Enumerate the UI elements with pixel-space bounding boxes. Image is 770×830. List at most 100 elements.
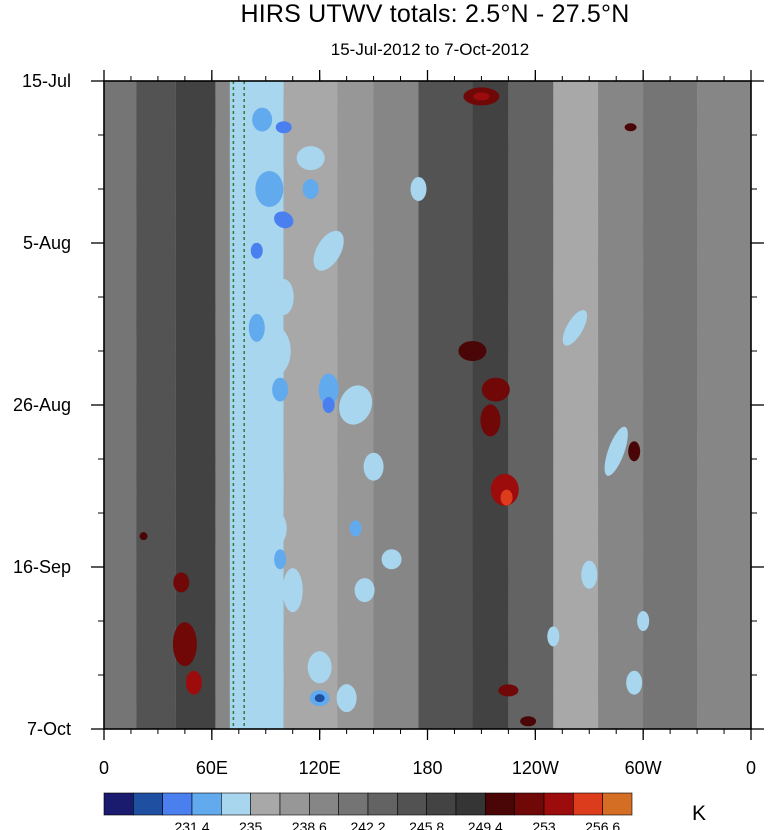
colorbar-unit: K bbox=[692, 802, 706, 825]
heatmap-cell bbox=[172, 622, 197, 667]
heatmap-cell bbox=[172, 728, 180, 729]
colorbar-swatch bbox=[191, 792, 222, 816]
colorbar-label: 256.6 bbox=[585, 819, 620, 830]
heatmap-cell bbox=[498, 684, 519, 697]
colorbar-swatch bbox=[543, 792, 574, 816]
heatmap-cell bbox=[354, 578, 375, 603]
colorbar-swatch bbox=[514, 792, 545, 816]
heatmap-cell bbox=[302, 179, 319, 199]
heatmap-cell bbox=[252, 107, 273, 132]
reference-lines bbox=[232, 81, 245, 729]
heatmap-cell bbox=[274, 211, 294, 229]
colorbar-label: 238.6 bbox=[292, 819, 327, 830]
colorbar-label: 245.8 bbox=[409, 819, 444, 830]
heatmap-cell bbox=[349, 520, 362, 537]
colorbar-swatch bbox=[485, 792, 515, 816]
x-tick-label: 180 bbox=[412, 758, 442, 778]
chart-subtitle: 15-Jul-2012 to 7-Oct-2012 bbox=[330, 40, 530, 59]
colorbar: 231.4 235 238.6 242.2 245.8 249.4 253 256.6 K bbox=[103, 792, 706, 830]
heatmap-cell bbox=[520, 716, 537, 727]
heatmap-cell bbox=[296, 146, 325, 171]
heatmap-cell bbox=[262, 510, 287, 547]
heatmap-cell bbox=[240, 421, 269, 482]
heatmap-cell bbox=[547, 626, 560, 647]
heatmap-cell bbox=[322, 397, 335, 413]
colorbar-swatch bbox=[221, 792, 251, 816]
heatmap-field bbox=[104, 81, 751, 729]
colorbar-swatch bbox=[103, 792, 134, 816]
colorbar-label: 231.4 bbox=[174, 819, 209, 830]
x-tick-label: 0 bbox=[99, 758, 109, 778]
x-tick-label: 60W bbox=[625, 758, 662, 778]
colorbar-swatch bbox=[338, 792, 369, 816]
x-tick-label: 60E bbox=[196, 758, 228, 778]
heatmap-features bbox=[139, 81, 650, 729]
heatmap-cell bbox=[307, 651, 332, 684]
heatmap-cell bbox=[185, 670, 202, 695]
heatmap-cell bbox=[274, 549, 287, 570]
colorbar-swatch bbox=[250, 792, 281, 816]
y-tick-label: 15-Jul bbox=[22, 71, 71, 91]
heatmap-band bbox=[215, 81, 230, 729]
heatmap-band bbox=[373, 81, 419, 729]
heatmap-cell bbox=[480, 404, 501, 437]
heatmap-cell bbox=[473, 92, 490, 101]
heatmap-cell bbox=[139, 532, 148, 541]
heatmap-cell bbox=[275, 121, 292, 134]
heatmap-cell bbox=[339, 385, 373, 425]
heatmap-cell bbox=[458, 341, 487, 361]
chart-title: HIRS UTWV totals: 2.5°N - 27.5°N bbox=[240, 0, 630, 28]
heatmap-band bbox=[553, 81, 599, 729]
heatmap-band bbox=[136, 81, 176, 729]
colorbar-swatch bbox=[309, 792, 339, 816]
heatmap-cell bbox=[255, 171, 284, 207]
colorbar-swatch bbox=[455, 792, 486, 816]
colorbar-label: 242.2 bbox=[350, 819, 385, 830]
colorbar-swatch bbox=[426, 792, 457, 816]
colorbar-swatch bbox=[367, 792, 398, 816]
heatmap-cell bbox=[637, 611, 650, 631]
heatmap-cell bbox=[562, 310, 588, 346]
colorbar-label: 249.4 bbox=[468, 819, 503, 830]
heatmap-cell bbox=[604, 426, 628, 476]
y-tick-label: 7-Oct bbox=[27, 719, 71, 739]
x-tick-label: 120E bbox=[299, 758, 341, 778]
heatmap-cell bbox=[255, 633, 276, 670]
y-tick-label: 16-Sep bbox=[13, 557, 71, 577]
heatmap-cell bbox=[313, 230, 344, 271]
heatmap-band bbox=[643, 81, 698, 729]
x-tick-label: 120W bbox=[512, 758, 559, 778]
x-tick-label: 0 bbox=[746, 758, 756, 778]
colorbar-swatch bbox=[573, 792, 603, 816]
colorbar-swatch bbox=[397, 792, 427, 816]
heatmap-band bbox=[697, 81, 751, 729]
heatmap-cell bbox=[318, 373, 339, 406]
heatmap-cell bbox=[581, 560, 598, 589]
y-tick-label: 5-Aug bbox=[23, 233, 71, 253]
y-tick-label: 26-Aug bbox=[13, 395, 71, 415]
heatmap-cell bbox=[363, 452, 384, 481]
heatmap-cell bbox=[272, 377, 289, 402]
heatmap-band bbox=[508, 81, 554, 729]
colorbar-swatch bbox=[279, 792, 310, 816]
heatmap-cell bbox=[314, 694, 325, 703]
heatmap-cell bbox=[173, 572, 190, 593]
heatmap-cell bbox=[248, 313, 265, 342]
heatmap-cell bbox=[250, 242, 263, 259]
heatmap-cell bbox=[273, 279, 294, 315]
heatmap-cell bbox=[410, 177, 427, 201]
heatmap-band bbox=[175, 81, 216, 729]
heatmap-cell bbox=[336, 684, 357, 713]
colorbar-label: 235 bbox=[239, 819, 263, 830]
heatmap-cell bbox=[624, 123, 637, 132]
colorbar-swatch bbox=[133, 792, 163, 816]
colorbar-swatch bbox=[162, 792, 193, 816]
heatmap-cell bbox=[258, 326, 291, 376]
heatmap-cell bbox=[626, 670, 643, 695]
heatmap-band bbox=[104, 81, 137, 729]
colorbar-label: 253 bbox=[532, 819, 556, 830]
heatmap-cell bbox=[500, 489, 513, 506]
heatmap-band bbox=[598, 81, 644, 729]
heatmap-cell bbox=[628, 441, 641, 462]
